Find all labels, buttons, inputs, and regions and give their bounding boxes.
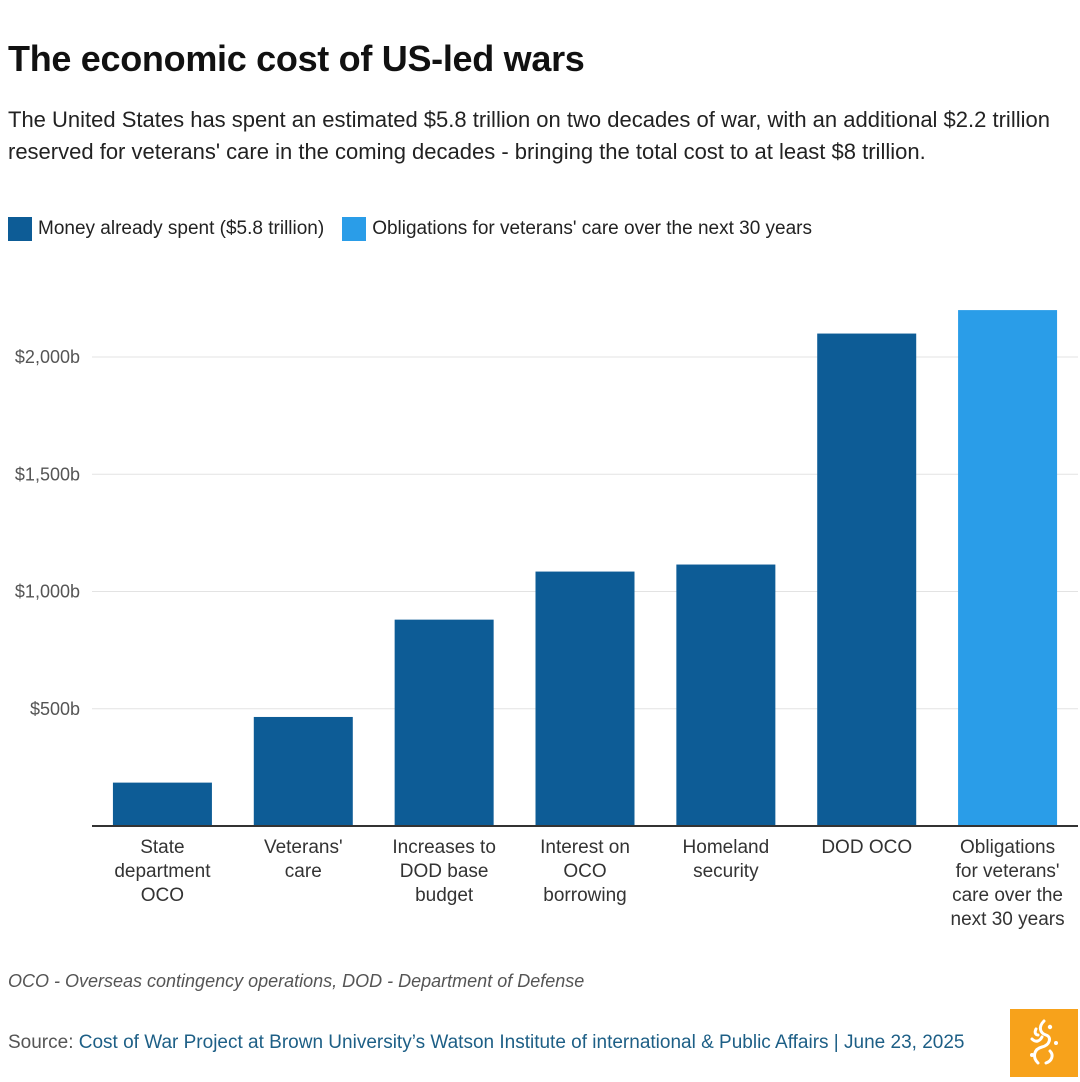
al-jazeera-logo-icon: [1010, 1009, 1078, 1077]
x-tick-label: DOD OCO: [821, 837, 912, 858]
legend-label-spent: Money already spent ($5.8 trillion): [38, 218, 325, 239]
x-tick-label: Obligations for veterans' care over the nex…: [951, 837, 1065, 930]
legend-label-obligations: Obligations for veterans' care over the …: [372, 218, 813, 239]
bar: [958, 310, 1058, 827]
x-tick-label: Veterans' care: [264, 837, 343, 882]
bar: [253, 716, 353, 826]
bar: [535, 571, 635, 826]
x-tick-label: Homeland security: [683, 837, 770, 882]
footnote: OCO - Overseas contingency operations, D…: [8, 971, 585, 991]
bar: [112, 782, 212, 826]
bar: [394, 619, 494, 826]
source-prefix: Source:: [8, 1032, 79, 1053]
x-tick-label: State department OCO: [114, 837, 211, 906]
legend: Money already spent ($5.8 trillion) Obli…: [8, 217, 830, 241]
x-tick-label: Interest on OCO borrowing: [540, 837, 630, 906]
y-tick-label: $1,500b: [15, 464, 80, 484]
legend-swatch-spent: [8, 217, 32, 241]
x-tick-label: Increases to DOD base budget: [392, 837, 496, 906]
legend-item-spent: Money already spent ($5.8 trillion): [8, 217, 324, 241]
chart-title: The economic cost of US-led wars: [8, 38, 585, 79]
source-link[interactable]: Cost of War Project at Brown University’…: [78, 1032, 965, 1053]
source-line: Source: Cost of War Project at Brown Uni…: [8, 1030, 998, 1055]
y-tick-label: $2,000b: [15, 347, 80, 367]
y-tick-label: $500b: [30, 699, 80, 719]
legend-swatch-obligations: [342, 217, 367, 241]
bar-chart: $500b $1,000b $1,500b $2,000b State departmen…: [15, 310, 1078, 930]
y-tick-label: $1,000b: [15, 582, 80, 602]
bar: [817, 333, 917, 826]
legend-item-obligations: Obligations for veterans' care over the …: [342, 217, 812, 241]
bar: [676, 564, 776, 826]
chart-subtitle: The United States has spent an estimated…: [8, 107, 1050, 164]
